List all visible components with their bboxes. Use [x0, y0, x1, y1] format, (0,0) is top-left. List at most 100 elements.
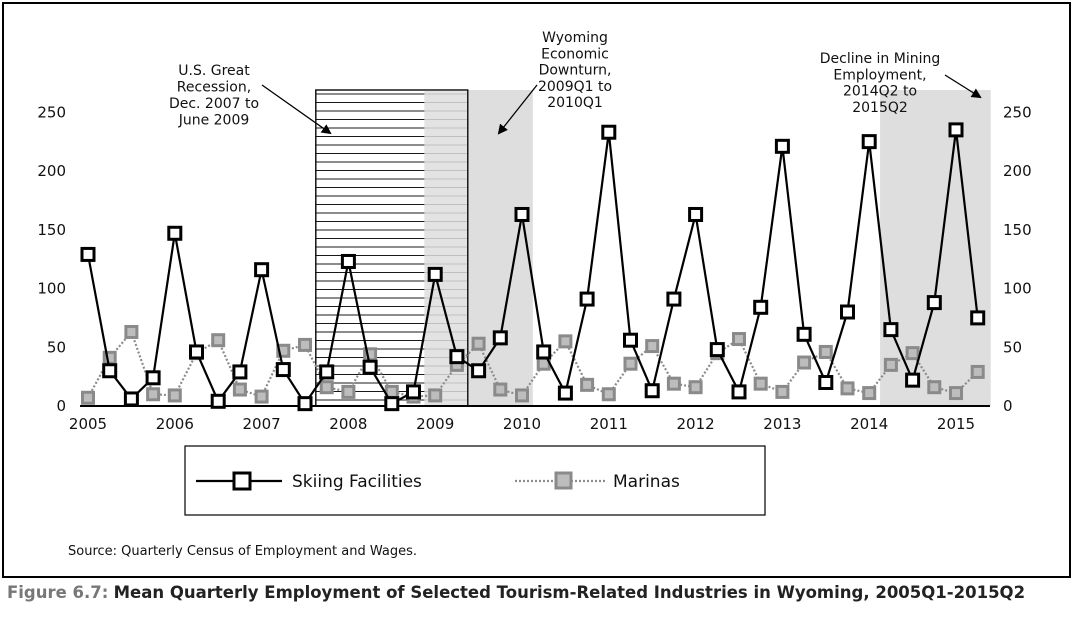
legend-marinas-label: Marinas	[613, 472, 680, 492]
marinas-point	[558, 334, 573, 349]
annotation-line: Recession,	[177, 80, 251, 96]
skiing-point	[709, 342, 725, 358]
skiing-point	[753, 299, 769, 315]
x-axis-labels: 2005 2006 2007 2008 2009 2010 2011 2012 2013 2014…	[69, 415, 975, 433]
skiing-point	[796, 326, 812, 342]
skiing-point	[579, 291, 595, 307]
skiing-point	[167, 225, 183, 241]
skiing-point	[883, 322, 899, 338]
marinas-point	[732, 332, 746, 347]
skiing-point	[275, 362, 291, 378]
skiing-point	[905, 372, 921, 388]
skiing-point	[232, 364, 248, 380]
annotation-line: 2009Q1 to	[538, 79, 612, 95]
marinas-point	[862, 386, 877, 401]
marinas-point	[970, 364, 985, 379]
wyoming-arrow	[497, 84, 538, 135]
skiing-point	[384, 396, 400, 412]
caption-title: Mean Quarterly Employment of Selected To…	[113, 583, 1026, 602]
annotation-line: 2014Q2 to	[843, 84, 917, 100]
skiing-point	[774, 138, 790, 154]
x-tick-label: 2009	[416, 415, 454, 433]
annotation-line: 2015Q2	[852, 100, 908, 116]
legend: Skiing Facilities Marinas	[184, 445, 766, 516]
marinas-point	[298, 337, 312, 352]
caption-prefix: Figure 6.7:	[7, 583, 109, 602]
chart-frame	[2, 2, 1071, 578]
mining-arrow	[944, 74, 982, 99]
marinas-point	[580, 377, 595, 392]
annotation-line: June 2009	[178, 113, 250, 129]
skiing-point	[406, 384, 421, 400]
skiing-point	[319, 364, 335, 380]
figure-caption: Figure 6.7: Mean Quarterly Employment of…	[7, 583, 1025, 602]
annotation-line: Employment,	[833, 67, 926, 83]
y-tick-left: 150	[37, 221, 66, 239]
skiing-point	[926, 295, 942, 311]
marinas-point	[666, 376, 681, 391]
x-tick-label: 2013	[763, 415, 801, 433]
marinas-point	[797, 355, 812, 370]
skiing-point	[840, 304, 855, 320]
skiing-point	[688, 206, 704, 222]
skiing-point	[427, 266, 443, 282]
x-tick-label: 2011	[590, 415, 628, 433]
annotation-line: 2010Q1	[547, 95, 603, 111]
legend-marinas-marker	[554, 471, 573, 490]
y-tick-right: 200	[1003, 162, 1032, 180]
y-tick-left: 50	[47, 338, 66, 356]
skiing-point	[449, 349, 465, 365]
marinas-point	[601, 387, 616, 402]
y-axis-left: 0 50 100 150 200 250	[37, 103, 66, 415]
y-tick-left: 0	[56, 397, 66, 415]
x-tick-label: 2012	[677, 415, 715, 433]
skiing-point	[970, 310, 986, 326]
marinas-point	[232, 382, 247, 397]
annotation-line: Decline in Mining	[820, 51, 941, 67]
marinas-point	[645, 339, 660, 354]
annotation-line: Economic	[541, 46, 609, 62]
source-note: Source: Quarterly Census of Employment a…	[68, 544, 417, 559]
skiing-point	[601, 124, 617, 140]
y-axis-right: 0 50 100 150 200 250	[1003, 103, 1032, 415]
skiing-point	[362, 359, 378, 375]
annotation-line: Downturn,	[539, 63, 612, 79]
skiing-point	[471, 363, 487, 379]
skiing-point	[492, 330, 508, 346]
x-tick-label: 2005	[69, 415, 107, 433]
shade-decline-in-mining-employment	[880, 90, 991, 406]
marinas-point	[211, 333, 226, 348]
marinas-point	[471, 336, 486, 351]
marinas-point	[818, 344, 833, 359]
shaded-periods	[315, 89, 991, 407]
marinas-point	[81, 390, 95, 405]
y-tick-right: 50	[1003, 338, 1022, 356]
marinas-point	[167, 388, 182, 403]
skiing-point	[666, 291, 682, 307]
marinas-point	[753, 376, 768, 391]
skiing-point	[623, 332, 638, 348]
marinas-point	[146, 387, 161, 402]
marinas-point	[949, 386, 963, 401]
skiing-point	[731, 384, 747, 400]
skiing-point	[557, 385, 573, 401]
marinas-point	[341, 384, 356, 399]
marinas-point	[623, 356, 638, 371]
skiing-point	[210, 393, 226, 409]
marinas-point	[124, 324, 139, 339]
skiing-point	[123, 391, 139, 407]
x-tick-label: 2007	[243, 415, 281, 433]
legend-skiing-marker	[232, 471, 252, 491]
skiing-point	[536, 344, 552, 360]
legend-skiing-label: Skiing Facilities	[292, 472, 422, 492]
y-tick-right: 150	[1003, 221, 1032, 239]
annotation-line: Dec. 2007 to	[169, 96, 259, 112]
skiing-point	[340, 253, 356, 269]
chart-svg: 0 50 100 150 200 250 0 50 100 150 200 250 2005 2006…	[37, 30, 1032, 559]
skiing-point	[254, 262, 270, 278]
skiing-point	[80, 246, 96, 262]
marinas-point	[276, 343, 291, 358]
